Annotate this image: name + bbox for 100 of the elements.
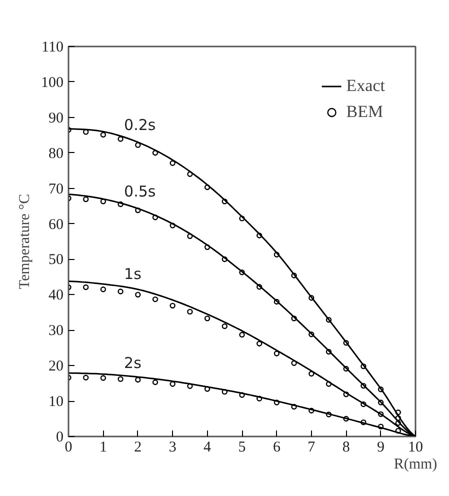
point (170, 302, 176, 309)
point (170, 222, 176, 228)
point (152, 214, 158, 220)
annotation: 2s (124, 354, 142, 372)
point (170, 160, 176, 166)
point (118, 201, 124, 208)
point (291, 360, 297, 366)
point (100, 132, 106, 138)
point (152, 379, 158, 386)
point (274, 298, 280, 305)
point (256, 340, 262, 346)
point (239, 216, 245, 222)
legend-label: Exact (346, 76, 385, 96)
y-tick-label: 90 (48, 110, 64, 126)
point (274, 350, 280, 356)
point (360, 419, 366, 426)
x-tick-label: 6 (272, 440, 281, 456)
point (135, 207, 141, 214)
point (222, 388, 228, 395)
x-tick-label: 5 (238, 440, 246, 456)
legend-label: BEM (346, 102, 384, 122)
point (83, 374, 89, 380)
point (308, 408, 314, 414)
point (118, 288, 124, 294)
point (291, 316, 297, 322)
point (395, 428, 401, 434)
point (343, 416, 349, 422)
point (83, 196, 89, 202)
point (187, 171, 193, 177)
annotation: 0.2s (124, 116, 156, 134)
point (256, 232, 262, 238)
x-tick-label: 3 (168, 440, 176, 456)
point (204, 244, 210, 250)
point (100, 286, 106, 292)
point (326, 412, 332, 418)
annotation: 1s (124, 265, 142, 284)
point (291, 272, 297, 278)
point (360, 363, 366, 370)
y-tick-label: 100 (41, 74, 64, 91)
y-tick-label: 30 (48, 323, 64, 340)
point (256, 284, 262, 290)
point (360, 382, 366, 389)
point (135, 292, 141, 298)
point (222, 323, 228, 330)
point (360, 401, 366, 408)
y-tick-label: 60 (48, 216, 64, 233)
point (83, 284, 89, 290)
point (187, 383, 193, 389)
y-tick-label: 0 (56, 430, 64, 446)
point (187, 233, 193, 240)
point (326, 317, 332, 323)
point (100, 375, 106, 381)
point (118, 136, 124, 142)
point (274, 400, 280, 406)
point (343, 366, 349, 372)
point (291, 404, 297, 410)
y-tick-label: 40 (48, 288, 64, 304)
y-tick-label: 80 (48, 146, 64, 162)
point (274, 252, 280, 258)
point (222, 256, 228, 262)
point (378, 424, 384, 430)
point (239, 270, 245, 276)
x-tick-label: 7 (308, 440, 316, 456)
x-tick-label: 8 (342, 440, 350, 456)
point (326, 381, 332, 387)
point (395, 420, 401, 426)
point (343, 340, 349, 346)
y-tick-label: 20 (48, 358, 64, 375)
point (204, 386, 210, 392)
x-tick-label: 2 (134, 440, 142, 456)
point (326, 348, 332, 355)
y-tick-label: 50 (48, 252, 64, 268)
x-tick-label: 9 (377, 440, 385, 456)
y-tick-label: 110 (42, 40, 64, 56)
point (308, 332, 314, 338)
x-tick-label: 10 (408, 440, 423, 456)
point (239, 332, 245, 338)
x-axis-title: R(mm) (394, 456, 438, 472)
point (118, 376, 124, 382)
point (343, 391, 349, 398)
point (308, 295, 314, 301)
y-axis-title: Temperature °C (17, 194, 33, 290)
point (204, 316, 210, 322)
point (308, 370, 314, 377)
y-tick-label: 70 (48, 181, 64, 198)
point (378, 400, 384, 406)
y-tick-label: 10 (48, 394, 64, 410)
point (170, 381, 176, 387)
point (239, 392, 245, 398)
annotation: 0.5s (124, 182, 156, 201)
x-tick-label: 4 (204, 440, 212, 456)
point (378, 386, 384, 392)
point (204, 184, 210, 190)
point (152, 296, 158, 302)
point (256, 396, 262, 402)
point (395, 410, 401, 416)
point (222, 198, 228, 204)
point (152, 150, 158, 156)
point (378, 411, 384, 418)
x-tick-label: 1 (99, 440, 107, 456)
